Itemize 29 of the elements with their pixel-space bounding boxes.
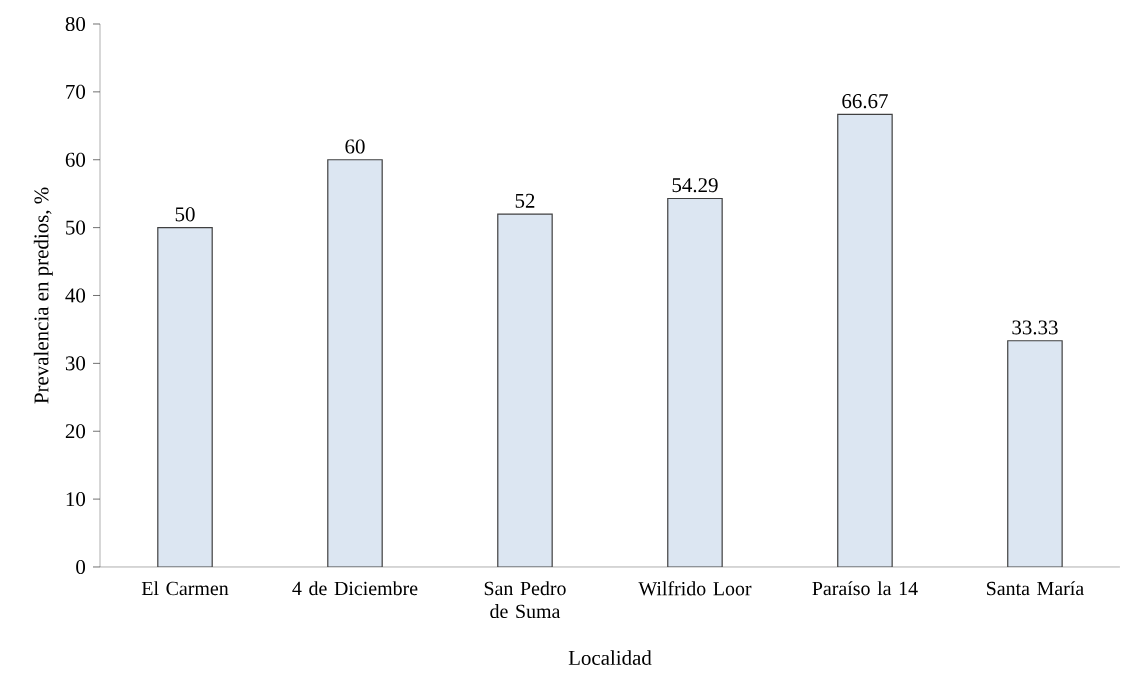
y-tick-label: 70 xyxy=(66,84,86,99)
bar xyxy=(497,213,553,567)
y-tick-label: 50 xyxy=(66,220,86,235)
y-tick-label: 10 xyxy=(66,492,86,507)
x-tick-label: Paraíso la 14 xyxy=(812,581,918,596)
data-label: 60 xyxy=(345,139,365,154)
data-label: 50 xyxy=(175,207,195,222)
data-label: 52 xyxy=(515,193,535,208)
y-tick-label: 80 xyxy=(65,16,86,32)
bar xyxy=(667,197,723,567)
bar xyxy=(327,159,383,567)
bar xyxy=(1007,340,1063,567)
y-tick-label: 40 xyxy=(65,288,86,303)
y-tick-label: 30 xyxy=(65,356,86,371)
data-label: 54.29 xyxy=(672,178,718,193)
y-tick-label: 20 xyxy=(65,424,86,439)
y-tick-label: 0 xyxy=(76,559,86,575)
x-axis-title: Localidad xyxy=(568,650,652,665)
data-label: 66.67 xyxy=(842,94,888,109)
x-tick-label: Wilfrido Loor xyxy=(638,581,752,596)
x-tick-label: San Pedro de Suma xyxy=(484,581,566,619)
data-label: 33.33 xyxy=(1012,320,1058,335)
x-tick-label: Santa María xyxy=(987,581,1084,596)
bar xyxy=(837,113,893,567)
bar xyxy=(157,227,213,567)
y-axis-title: Prevalencia en predios, % xyxy=(33,187,53,404)
y-tick-label: 60 xyxy=(65,152,86,167)
x-tick-label: 4 de Diciembre xyxy=(292,581,418,596)
x-tick-label: El Carmen xyxy=(141,581,229,596)
